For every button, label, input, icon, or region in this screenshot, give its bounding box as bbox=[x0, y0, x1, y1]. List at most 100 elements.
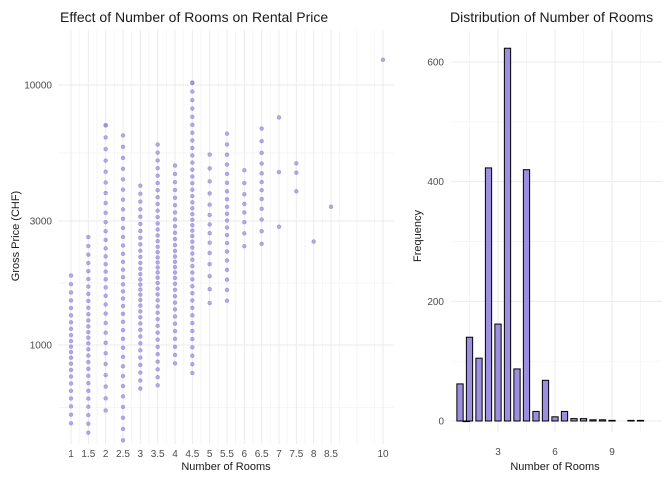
scatter-point bbox=[86, 324, 91, 329]
scatter-x-tick-label: 8.5 bbox=[324, 449, 338, 460]
scatter-point bbox=[120, 155, 126, 161]
scatter-point bbox=[120, 274, 126, 280]
histogram-y-tick-label: 0 bbox=[438, 417, 444, 428]
scatter-point bbox=[138, 214, 143, 219]
scatter-point bbox=[138, 362, 143, 368]
scatter-point bbox=[190, 298, 195, 303]
scatter-point bbox=[138, 207, 143, 212]
scatter-point bbox=[155, 249, 160, 255]
scatter-point bbox=[155, 330, 160, 335]
scatter-point bbox=[86, 318, 91, 323]
scatter-point bbox=[86, 291, 91, 297]
scatter-point bbox=[138, 191, 143, 196]
scatter-point bbox=[138, 327, 143, 333]
scatter-point bbox=[120, 216, 126, 222]
scatter-point bbox=[155, 158, 160, 163]
scatter-x-ticks: 1 1.5 2 2.5 3 3.5 4 4.5 5 5.5 6 6.5 7 7.5 8 8.5 10 bbox=[68, 449, 389, 460]
scatter-point bbox=[190, 245, 195, 250]
scatter-point bbox=[103, 277, 108, 282]
histogram-x-axis-title: Number of Rooms bbox=[510, 461, 600, 473]
scatter-point bbox=[190, 277, 195, 282]
scatter-point bbox=[190, 153, 195, 158]
scatter-point bbox=[155, 180, 160, 186]
scatter-point bbox=[207, 231, 212, 236]
scatter-point bbox=[120, 354, 126, 360]
scatter-point bbox=[138, 378, 143, 383]
scatter-point bbox=[68, 404, 74, 409]
scatter-point bbox=[172, 352, 178, 358]
scatter-point bbox=[138, 282, 143, 287]
scatter-point bbox=[155, 265, 160, 270]
scatter-point bbox=[103, 293, 108, 298]
scatter-point bbox=[224, 267, 230, 273]
scatter-point bbox=[68, 305, 74, 311]
scatter-point bbox=[86, 430, 91, 435]
scatter-point bbox=[207, 202, 212, 207]
scatter-point bbox=[68, 355, 74, 360]
scatter-point bbox=[120, 243, 126, 248]
scatter-point bbox=[86, 366, 91, 372]
scatter-point bbox=[190, 353, 195, 358]
scatter-point bbox=[224, 258, 230, 263]
scatter-point bbox=[120, 311, 126, 317]
scatter-point bbox=[224, 298, 230, 303]
histogram-panel: 3 6 9 0 200 400 600 Distribution of Number of… bbox=[412, 9, 662, 473]
scatter-x-tick-label: 4.5 bbox=[185, 449, 199, 460]
scatter-point bbox=[259, 217, 264, 222]
scatter-point bbox=[242, 243, 247, 249]
scatter-point bbox=[120, 438, 126, 443]
scatter-point bbox=[172, 210, 178, 215]
scatter-point bbox=[207, 212, 212, 218]
scatter-point bbox=[172, 314, 178, 319]
scatter-point bbox=[155, 270, 160, 275]
scatter-grid bbox=[58, 30, 394, 444]
scatter-point bbox=[155, 375, 160, 380]
scatter-point bbox=[155, 208, 160, 213]
scatter-point bbox=[190, 345, 195, 350]
scatter-point bbox=[86, 373, 91, 379]
scatter-point bbox=[259, 171, 264, 176]
scatter-point bbox=[103, 237, 108, 243]
scatter-x-tick-label: 2 bbox=[103, 449, 109, 460]
scatter-point bbox=[155, 280, 160, 286]
scatter-point bbox=[86, 380, 91, 386]
scatter-point bbox=[294, 170, 299, 175]
scatter-point bbox=[224, 171, 230, 177]
scatter-point bbox=[172, 344, 178, 349]
scatter-point bbox=[86, 268, 91, 274]
scatter-point bbox=[190, 313, 195, 318]
scatter-point bbox=[68, 320, 74, 325]
histogram-bar bbox=[522, 169, 531, 422]
scatter-point bbox=[155, 260, 160, 265]
scatter-point bbox=[172, 307, 178, 312]
scatter-point bbox=[68, 381, 74, 386]
scatter-point bbox=[138, 254, 143, 260]
scatter-point bbox=[224, 218, 230, 223]
scatter-point bbox=[224, 162, 230, 167]
scatter-point bbox=[138, 292, 143, 297]
scatter-point bbox=[68, 374, 74, 379]
histogram-bar bbox=[551, 416, 559, 422]
scatter-points bbox=[68, 57, 386, 443]
scatter-point bbox=[86, 412, 91, 418]
scatter-point bbox=[155, 317, 160, 322]
scatter-point bbox=[103, 285, 108, 290]
scatter-point bbox=[155, 383, 160, 388]
histogram-bar bbox=[465, 336, 474, 422]
scatter-point bbox=[120, 166, 126, 171]
scatter-point bbox=[207, 261, 212, 267]
scatter-point bbox=[155, 275, 160, 280]
scatter-point bbox=[138, 271, 143, 277]
scatter-point bbox=[120, 327, 126, 333]
scatter-point bbox=[172, 163, 178, 168]
scatter-point bbox=[190, 187, 195, 192]
scatter-x-tick-label: 3.5 bbox=[151, 449, 165, 460]
scatter-point bbox=[242, 168, 247, 173]
scatter-point bbox=[138, 297, 143, 303]
histogram-bar bbox=[579, 418, 588, 422]
scatter-point bbox=[138, 277, 143, 282]
histogram-x-ticks: 3 6 9 bbox=[495, 447, 615, 458]
scatter-point bbox=[86, 347, 91, 352]
scatter-point bbox=[190, 228, 195, 233]
scatter-point bbox=[172, 203, 178, 208]
